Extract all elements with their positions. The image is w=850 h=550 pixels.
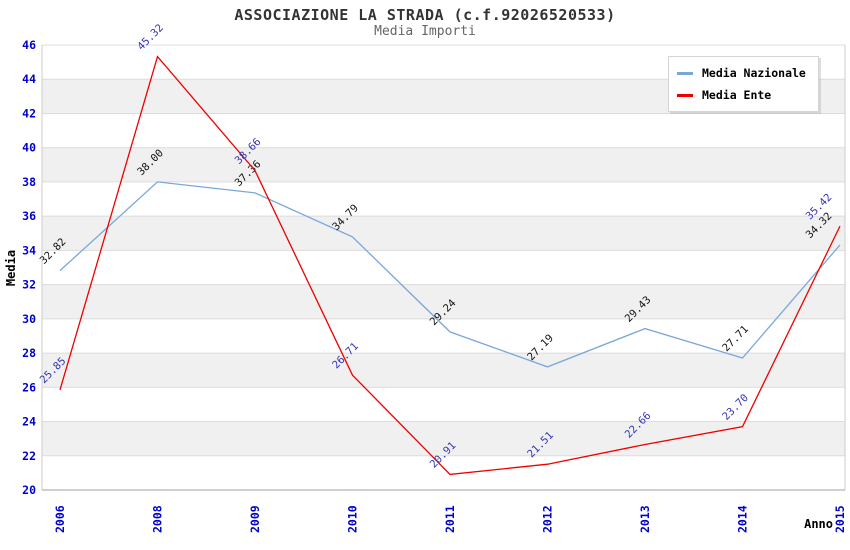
x-tick-label: 2009: [248, 505, 262, 533]
x-tick-label: 2006: [53, 505, 67, 533]
chart-subtitle: Media Importi: [374, 24, 476, 39]
plot-band: [42, 147, 845, 182]
x-tick-label: 2011: [443, 505, 457, 533]
chart-legend: Media Nazionale Media Ente: [668, 56, 819, 112]
series-line-media-ente: [59, 55, 841, 476]
y-tick-label: 42: [22, 106, 36, 120]
x-tick-label: 2012: [541, 505, 555, 533]
plot-band: [42, 216, 845, 251]
legend-label: Media Nazionale: [702, 66, 806, 80]
x-tick-label: 2014: [736, 505, 750, 533]
y-tick-label: 44: [22, 72, 36, 86]
point-label: 27.71: [720, 323, 751, 354]
point-label: 45.32: [135, 22, 166, 53]
legend-swatch: [677, 93, 693, 97]
x-tick-label: 2013: [638, 505, 652, 533]
y-tick-label: 24: [22, 415, 36, 429]
y-tick-label: 36: [22, 209, 36, 223]
y-tick-label: 22: [22, 449, 36, 463]
y-tick-label: 20: [22, 483, 36, 497]
x-axis-title: Anno: [804, 517, 833, 531]
legend-item-media-ente: Media Ente: [677, 84, 806, 106]
y-tick-label: 30: [22, 312, 36, 326]
y-tick-label: 46: [22, 38, 36, 52]
x-tick-label: 2008: [151, 505, 165, 533]
series-line-media-nazionale: [59, 181, 841, 368]
y-tick-label: 34: [22, 243, 36, 257]
y-tick-label: 26: [22, 380, 36, 394]
x-tick-label: 2015: [833, 505, 847, 533]
legend-item-media-nazionale: Media Nazionale: [677, 62, 806, 84]
legend-swatch: [677, 71, 693, 75]
y-axis-title: Media: [4, 250, 18, 286]
x-tick-label: 2010: [346, 505, 360, 533]
legend-label: Media Ente: [702, 88, 772, 102]
y-tick-label: 28: [22, 346, 36, 360]
y-tick-label: 38: [22, 175, 36, 189]
y-tick-label: 32: [22, 278, 36, 292]
plot-band: [42, 421, 845, 456]
chart-title: ASSOCIAZIONE LA STRADA (c.f.92026520533): [234, 6, 616, 24]
plot-band: [42, 353, 845, 388]
y-tick-label: 40: [22, 141, 36, 155]
plot-band: [42, 284, 845, 319]
